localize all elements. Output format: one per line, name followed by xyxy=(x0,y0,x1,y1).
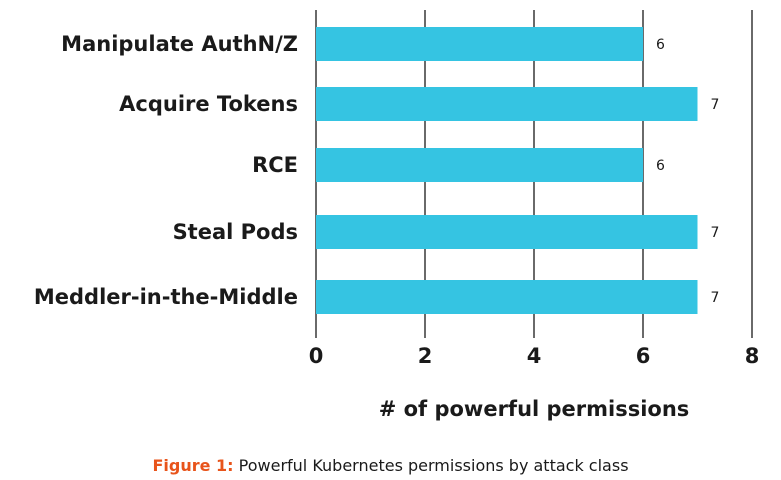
x-tick-label-2: 2 xyxy=(418,344,433,368)
x-axis-title: # of powerful permissions xyxy=(379,397,690,421)
figure-caption: Figure 1: Powerful Kubernetes permission… xyxy=(0,456,781,475)
figure-caption-text: Powerful Kubernetes permissions by attac… xyxy=(238,456,629,475)
bars xyxy=(316,27,698,314)
bar-chart: Manipulate AuthN/Z Acquire Tokens RCE Steal… xyxy=(34,10,760,421)
category-label-0: Manipulate AuthN/Z xyxy=(61,32,298,56)
x-tick-label-6: 6 xyxy=(636,344,651,368)
data-label-0: 6 xyxy=(656,37,665,53)
bar-1 xyxy=(316,87,698,121)
category-labels: Manipulate AuthN/Z Acquire Tokens RCE Steal… xyxy=(34,32,298,309)
bar-0 xyxy=(316,27,643,61)
x-tick-label-8: 8 xyxy=(745,344,760,368)
data-label-3: 7 xyxy=(711,225,720,241)
category-label-2: RCE xyxy=(252,153,298,177)
bar-3 xyxy=(316,215,698,249)
data-label-1: 7 xyxy=(711,97,720,113)
data-label-4: 7 xyxy=(711,290,720,306)
bar-4 xyxy=(316,280,698,314)
x-tick-label-0: 0 xyxy=(309,344,324,368)
bar-2 xyxy=(316,148,643,182)
data-labels: 6 7 6 7 7 xyxy=(656,37,719,306)
category-label-1: Acquire Tokens xyxy=(119,92,298,116)
figure-number: Figure 1: xyxy=(152,456,234,475)
x-tick-label-4: 4 xyxy=(527,344,542,368)
data-label-2: 6 xyxy=(656,158,665,174)
x-tick-labels: 0 2 4 6 8 xyxy=(309,344,760,368)
category-label-4: Meddler-in-the-Middle xyxy=(34,285,298,309)
category-label-3: Steal Pods xyxy=(173,220,298,244)
